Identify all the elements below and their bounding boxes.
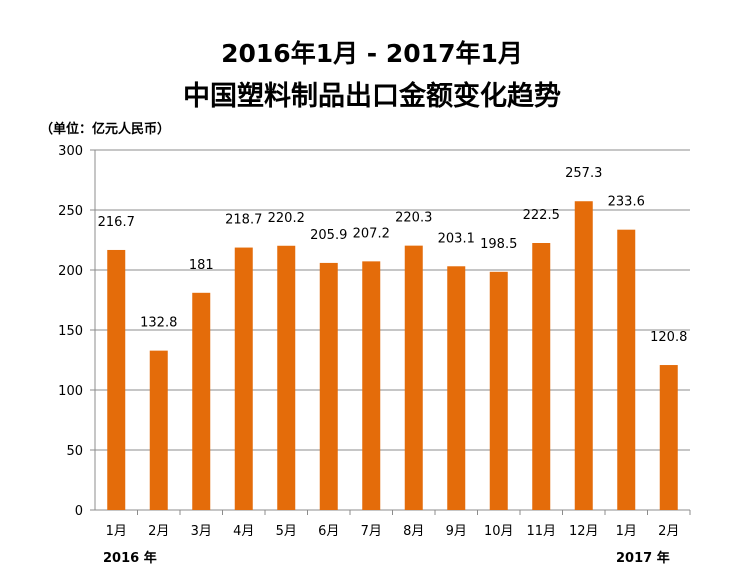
- data-label: 220.3: [395, 211, 432, 226]
- x-tick-label: 11月: [526, 524, 556, 539]
- data-label: 181: [189, 258, 214, 273]
- x-tick-label: 1月: [616, 524, 637, 539]
- data-label: 205.9: [310, 228, 347, 243]
- data-label: 207.2: [353, 226, 390, 241]
- x-tick-label: 7月: [361, 524, 382, 539]
- chart-title: 2016年1月 - 2017年1月: [221, 39, 523, 68]
- data-label: 132.8: [140, 316, 177, 331]
- chart-subtitle: 中国塑料制品出口金额变化趋势: [183, 81, 561, 112]
- data-label: 203.1: [438, 231, 475, 246]
- data-label: 233.6: [608, 195, 645, 210]
- bar: [319, 262, 338, 510]
- x-tick-label: 2月: [148, 524, 169, 539]
- bar: [659, 365, 678, 510]
- x-tick-label: 2月: [658, 524, 679, 539]
- x-tick-label: 12月: [569, 524, 599, 539]
- x-tick-label: 4月: [233, 524, 254, 539]
- year-label-2017: 2017 年: [616, 551, 670, 566]
- data-label: 216.7: [98, 215, 135, 230]
- year-label-2016: 2016 年: [103, 551, 157, 566]
- bar: [574, 201, 593, 511]
- data-label: 222.5: [523, 208, 560, 223]
- data-label: 218.7: [225, 213, 262, 228]
- y-tick-label: 150: [58, 324, 83, 339]
- x-tick-label: 9月: [446, 524, 467, 539]
- bar: [277, 245, 296, 510]
- x-tick-label: 3月: [191, 524, 212, 539]
- x-tick-label: 8月: [403, 524, 424, 539]
- bar: [447, 266, 466, 510]
- y-tick-label: 200: [58, 264, 83, 279]
- bar: [489, 271, 508, 510]
- bar: [107, 249, 126, 510]
- unit-label: （单位：亿元人民币）: [40, 122, 171, 137]
- bar: [404, 245, 423, 510]
- y-tick-label: 50: [66, 444, 83, 459]
- data-label: 120.8: [650, 330, 687, 345]
- data-label: 198.5: [480, 237, 517, 252]
- x-tick-label: 5月: [276, 524, 297, 539]
- y-tick-label: 250: [58, 204, 83, 219]
- data-label: 220.2: [268, 211, 305, 226]
- y-tick-label: 100: [58, 384, 83, 399]
- bar: [149, 350, 168, 510]
- bar: [362, 261, 381, 510]
- y-tick-label: 300: [58, 144, 83, 159]
- x-tick-label: 6月: [318, 524, 339, 539]
- x-tick-label: 1月: [106, 524, 127, 539]
- bar: [192, 292, 211, 510]
- bar: [234, 247, 253, 510]
- bar: [532, 243, 551, 510]
- bar: [617, 229, 636, 510]
- x-tick-label: 10月: [484, 524, 514, 539]
- data-label: 257.3: [565, 166, 602, 181]
- y-tick-label: 0: [75, 504, 83, 519]
